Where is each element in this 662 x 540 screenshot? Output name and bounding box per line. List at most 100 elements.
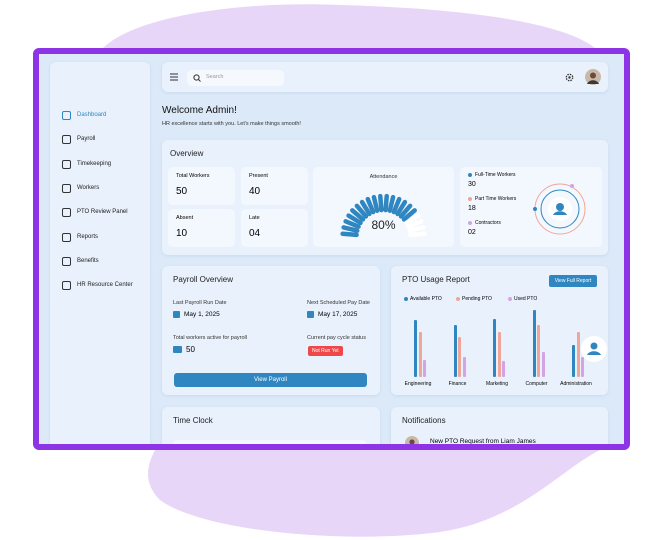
bar (414, 320, 417, 377)
last-run: May 1, 2025 (184, 311, 220, 318)
x-tick-label: Marketing (486, 381, 508, 387)
menu-icon[interactable] (170, 73, 179, 81)
pto-title: PTO Usage Report (402, 275, 470, 284)
time-clock-title: Time Clock (173, 416, 213, 425)
time-clock-box (173, 440, 366, 444)
nav-item[interactable]: HR Resource Center (77, 282, 133, 289)
view-report-button[interactable]: View Full Report (549, 275, 597, 287)
gauge-segment (359, 199, 372, 217)
gauge-segment (383, 193, 389, 213)
gauge-segment (340, 231, 359, 238)
bar (576, 332, 580, 377)
welcome-subtitle: HR excellence starts with you. Let's mak… (162, 121, 301, 127)
bar (462, 357, 466, 377)
legend-label: Available PTO (410, 296, 442, 302)
payroll-title: Payroll Overview (173, 275, 234, 284)
gauge-segment (350, 208, 366, 222)
view-payroll-button[interactable]: View Payroll (174, 373, 367, 387)
gauge-segment (346, 213, 363, 226)
gauge-segment (371, 194, 380, 213)
worker-value: 02 (468, 229, 476, 236)
worker-label: Part Time Workers (475, 196, 517, 202)
workers-icon (173, 346, 182, 353)
calendar-icon (173, 311, 180, 318)
stat-value: 50 (176, 186, 188, 197)
gauge-segment (391, 196, 402, 215)
settings-icon[interactable] (565, 73, 574, 82)
bar (493, 319, 496, 377)
nav-icon (62, 159, 71, 169)
search-placeholder: Search (206, 74, 224, 80)
nav-item[interactable]: Payroll (77, 136, 96, 143)
next-pay: May 17, 2025 (318, 311, 358, 318)
bar (453, 325, 457, 377)
stat-label: Late (249, 215, 260, 221)
nav-icon (62, 183, 71, 193)
attendance-title: Attendance (369, 174, 398, 180)
welcome-title: Welcome Admin! (162, 105, 237, 116)
legend-label: Pending PTO (462, 296, 492, 302)
bar (497, 332, 501, 377)
active-count: 50 (186, 345, 195, 354)
nav-icon (62, 135, 71, 145)
bar (418, 332, 422, 377)
gauge-segment (406, 219, 424, 229)
search-icon (193, 74, 201, 82)
nav-icon (62, 281, 71, 291)
payroll-card: Payroll Overview Last Payroll Run Date M… (162, 266, 380, 395)
nav-item[interactable]: Reports (77, 233, 99, 240)
gauge-segment (341, 225, 360, 233)
top-bar: Search (162, 62, 608, 92)
avatar[interactable] (585, 69, 601, 85)
gauge-segment (343, 219, 361, 229)
gauge-segment (395, 199, 408, 217)
legend-dot (404, 297, 408, 301)
nav-item[interactable]: PTO Review Panel (77, 209, 128, 216)
nav-item[interactable]: Timekeeping (77, 160, 112, 167)
nav-icon (62, 208, 71, 218)
stat-card: Total Workers 50 (168, 167, 235, 205)
bar (572, 345, 575, 377)
stat-label: Present (249, 173, 268, 179)
stat-label: Total Workers (176, 173, 210, 179)
bar (423, 360, 426, 377)
stat-card: Late 04 (241, 209, 308, 247)
gauge-segment (401, 208, 417, 222)
stat-value: 04 (249, 228, 261, 239)
legend-dot (456, 297, 460, 301)
worker-value: 18 (468, 205, 476, 212)
support-button[interactable] (580, 335, 608, 363)
stat-value: 10 (176, 228, 188, 239)
next-pay-label: Next Scheduled Pay Date (307, 300, 370, 306)
notification-avatar (405, 436, 419, 444)
legend-dot (508, 297, 512, 301)
bar (537, 325, 540, 377)
nav-icon (62, 256, 71, 266)
notifications-card: Notifications New PTO Request from Liam … (391, 407, 608, 445)
calendar-icon (307, 311, 314, 318)
notifications-title: Notifications (402, 416, 446, 425)
gauge-segment (398, 203, 413, 219)
overview-title: Overview (170, 149, 204, 158)
x-tick-label: Engineering (404, 381, 432, 387)
notification-item[interactable]: New PTO Request from Liam James (430, 438, 536, 445)
bar (458, 337, 461, 377)
nav-icon (62, 111, 71, 120)
attendance-value: 80% (371, 218, 396, 232)
attendance-gauge (340, 193, 427, 238)
stat-label: Absent (176, 215, 194, 221)
gauge-segment (354, 203, 369, 219)
workers-orbit (533, 183, 586, 235)
stat-card: Absent 10 (168, 209, 235, 247)
last-run-label: Last Payroll Run Date (173, 300, 227, 306)
gauge-segment (365, 196, 376, 215)
nav-item[interactable]: Dashboard (77, 112, 107, 118)
worker-value: 30 (468, 181, 476, 188)
nav-item[interactable]: Workers (77, 184, 100, 191)
workers-card (460, 167, 602, 247)
legend-dot (468, 173, 472, 177)
nav-item[interactable]: Benefits (77, 257, 99, 264)
search-box[interactable]: Search (187, 70, 284, 86)
stat-card: Present 40 (241, 167, 308, 205)
